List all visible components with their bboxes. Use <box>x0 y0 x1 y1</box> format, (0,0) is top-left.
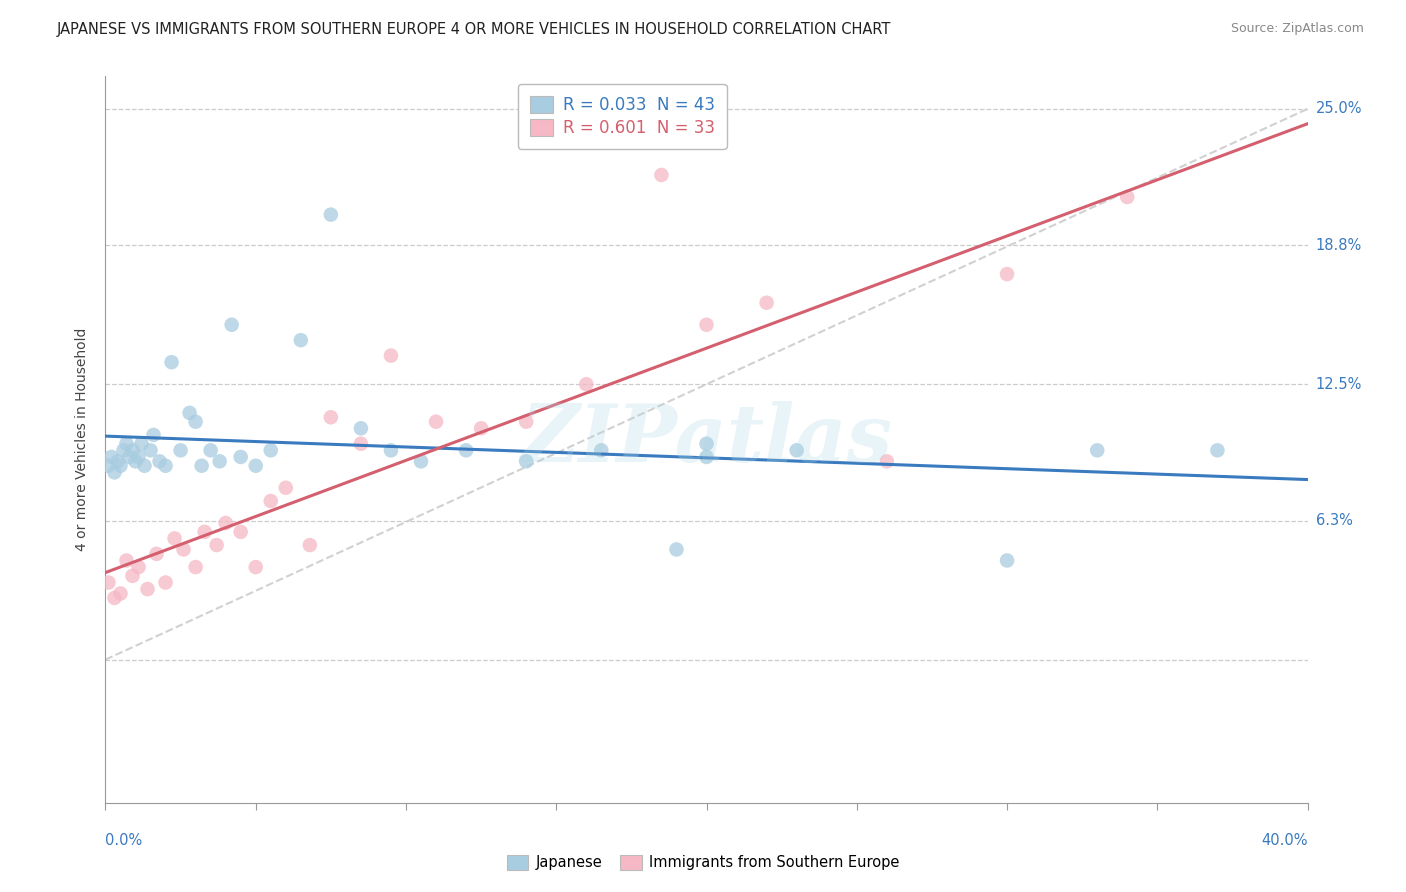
Text: 0.0%: 0.0% <box>105 833 142 848</box>
Point <box>380 349 402 363</box>
Point <box>319 410 342 425</box>
Point <box>97 458 120 473</box>
Point <box>515 454 537 468</box>
Point <box>755 295 778 310</box>
Point <box>160 355 183 369</box>
Point <box>121 443 143 458</box>
Point <box>173 542 195 557</box>
Text: 18.8%: 18.8% <box>1316 238 1362 253</box>
Point <box>876 454 898 468</box>
Point <box>245 560 267 574</box>
Point <box>115 553 138 567</box>
Point <box>107 454 129 468</box>
Point <box>148 454 170 468</box>
Point <box>208 454 231 468</box>
Point <box>665 542 688 557</box>
Point <box>650 168 672 182</box>
Point <box>134 458 156 473</box>
Point <box>380 443 402 458</box>
Point <box>103 591 125 605</box>
Text: Source: ZipAtlas.com: Source: ZipAtlas.com <box>1230 22 1364 36</box>
Point <box>139 443 162 458</box>
Text: 12.5%: 12.5% <box>1316 376 1362 392</box>
Point <box>145 547 167 561</box>
Point <box>260 494 283 508</box>
Point <box>260 443 283 458</box>
Point <box>121 569 143 583</box>
Point <box>456 443 478 458</box>
Legend: Japanese, Immigrants from Southern Europe: Japanese, Immigrants from Southern Europ… <box>501 848 905 876</box>
Point <box>696 436 718 450</box>
Point <box>128 560 150 574</box>
Text: 40.0%: 40.0% <box>1261 833 1308 848</box>
Point <box>1116 190 1139 204</box>
Point <box>350 436 373 450</box>
Point <box>696 450 718 464</box>
Point <box>169 443 191 458</box>
Legend: R = 0.033  N = 43, R = 0.601  N = 33: R = 0.033 N = 43, R = 0.601 N = 33 <box>517 84 727 149</box>
Point <box>1206 443 1229 458</box>
Point <box>696 318 718 332</box>
Point <box>290 333 312 347</box>
Point <box>221 318 243 332</box>
Point <box>995 267 1018 281</box>
Point <box>136 582 159 596</box>
Point <box>128 450 150 464</box>
Text: JAPANESE VS IMMIGRANTS FROM SOUTHERN EUROPE 4 OR MORE VEHICLES IN HOUSEHOLD CORR: JAPANESE VS IMMIGRANTS FROM SOUTHERN EUR… <box>56 22 890 37</box>
Point <box>350 421 373 435</box>
Point <box>205 538 228 552</box>
Point <box>112 443 135 458</box>
Point <box>786 443 808 458</box>
Point <box>155 458 177 473</box>
Point <box>515 415 537 429</box>
Point <box>184 415 207 429</box>
Point <box>214 516 236 530</box>
Point <box>118 450 141 464</box>
Point <box>409 454 432 468</box>
Point <box>200 443 222 458</box>
Point <box>97 575 120 590</box>
Point <box>245 458 267 473</box>
Point <box>163 532 186 546</box>
Text: 25.0%: 25.0% <box>1316 102 1362 116</box>
Point <box>575 377 598 392</box>
Point <box>591 443 613 458</box>
Point <box>229 450 252 464</box>
Point <box>100 450 122 464</box>
Point <box>184 560 207 574</box>
Point <box>110 458 132 473</box>
Point <box>131 436 153 450</box>
Point <box>103 466 125 480</box>
Point <box>319 208 342 222</box>
Point <box>425 415 447 429</box>
Point <box>470 421 492 435</box>
Point <box>142 428 165 442</box>
Point <box>229 524 252 539</box>
Point <box>155 575 177 590</box>
Point <box>274 481 297 495</box>
Point <box>298 538 321 552</box>
Point <box>1085 443 1108 458</box>
Point <box>124 454 146 468</box>
Y-axis label: 4 or more Vehicles in Household: 4 or more Vehicles in Household <box>76 327 90 551</box>
Point <box>194 524 217 539</box>
Point <box>995 553 1018 567</box>
Text: ZIPatlas: ZIPatlas <box>520 401 893 478</box>
Point <box>179 406 201 420</box>
Point <box>115 436 138 450</box>
Text: 6.3%: 6.3% <box>1316 513 1353 528</box>
Point <box>110 586 132 600</box>
Point <box>190 458 212 473</box>
